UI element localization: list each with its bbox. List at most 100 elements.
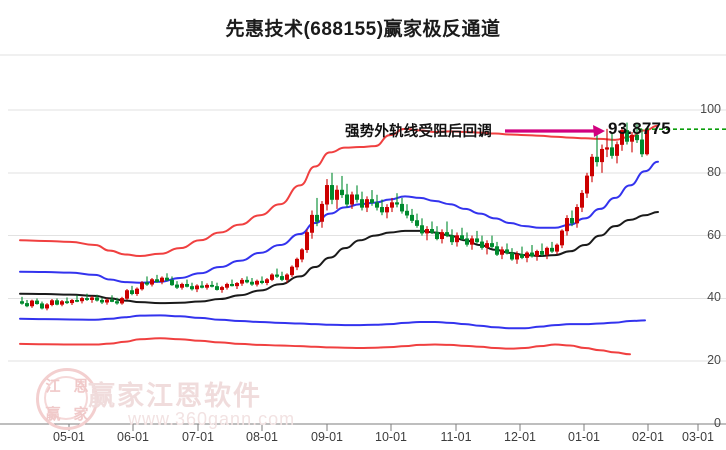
candlestick	[494, 241, 499, 257]
candlestick	[624, 122, 629, 145]
candlestick	[309, 210, 314, 239]
candlestick	[504, 243, 509, 255]
candle-body	[180, 283, 185, 288]
candle-body	[319, 203, 324, 222]
candlestick	[439, 229, 444, 244]
candle-body	[24, 303, 29, 307]
candlestick	[479, 235, 484, 250]
candlestick	[160, 276, 165, 285]
candle-body	[100, 299, 105, 303]
candlestick-layer	[19, 122, 649, 311]
candle-body	[279, 276, 284, 280]
candlestick	[125, 288, 130, 300]
candle-body	[614, 144, 619, 156]
candle-body	[444, 232, 449, 236]
candle-body	[304, 232, 309, 251]
candle-body	[354, 194, 359, 200]
candle-body	[454, 235, 459, 243]
candle-body	[230, 283, 235, 287]
y-axis-tick-label: 60	[707, 227, 721, 242]
candlestick	[459, 227, 464, 241]
candlestick	[489, 235, 494, 249]
candle-body	[594, 156, 599, 163]
candlestick	[175, 281, 180, 289]
candle-body	[399, 203, 404, 212]
candle-body	[65, 301, 70, 304]
candlestick	[354, 185, 359, 203]
candle-body	[549, 247, 554, 252]
candle-body	[329, 185, 334, 200]
x-axis-tick-label: 06-01	[117, 430, 149, 444]
candlestick	[629, 131, 634, 153]
candle-body	[135, 288, 140, 294]
candlestick	[484, 240, 489, 255]
candlestick	[444, 221, 449, 238]
candle-body	[215, 286, 220, 290]
x-axis-tick-label: 05-01	[53, 430, 85, 444]
candle-body	[110, 299, 115, 302]
candlestick	[389, 197, 394, 213]
candlestick	[215, 282, 220, 291]
y-axis-tick-label: 40	[707, 290, 721, 305]
candlestick	[235, 282, 240, 289]
candle-body	[235, 283, 240, 287]
candlestick	[274, 268, 279, 278]
candle-body	[190, 286, 195, 290]
candle-body	[39, 303, 44, 309]
candlestick	[120, 296, 125, 305]
candlestick	[319, 201, 324, 228]
candlestick	[409, 208, 414, 224]
candle-body	[29, 300, 34, 307]
candlestick	[195, 284, 200, 293]
candlestick	[230, 279, 235, 287]
candle-body	[409, 214, 414, 221]
y-axis-tick-label: 80	[707, 164, 721, 179]
candle-body	[75, 299, 80, 302]
candlestick	[434, 226, 439, 241]
candle-body	[569, 218, 574, 224]
candle-body	[120, 298, 125, 304]
candle-body	[225, 283, 230, 288]
candlestick	[639, 128, 644, 158]
candle-body	[509, 252, 514, 260]
candle-body	[105, 299, 110, 303]
candlestick	[105, 298, 110, 305]
candle-body	[479, 241, 484, 248]
candlestick	[329, 172, 334, 205]
candlestick	[524, 251, 529, 263]
current-price-label: 93.8775	[608, 119, 671, 138]
candlestick	[414, 213, 419, 228]
candle-body	[130, 290, 135, 294]
candle-body	[519, 254, 524, 258]
candlestick	[599, 144, 604, 173]
candle-body	[499, 249, 504, 255]
candle-body	[504, 249, 509, 254]
candle-body	[599, 148, 604, 163]
candlestick	[334, 185, 339, 209]
candlestick	[259, 276, 264, 285]
candle-body	[59, 301, 64, 305]
candlestick	[250, 277, 255, 286]
candlestick	[469, 235, 474, 250]
candle-body	[314, 214, 319, 222]
x-axis-tick-label: 10-01	[375, 430, 407, 444]
candle-body	[534, 251, 539, 257]
candle-body	[170, 279, 175, 286]
candlestick	[39, 301, 44, 310]
candle-body	[145, 282, 150, 285]
candle-body	[200, 285, 205, 288]
y-axis-tick-label: 100	[700, 102, 721, 116]
candlestick	[384, 204, 389, 219]
candle-body	[629, 134, 634, 142]
candle-body	[259, 280, 264, 284]
candlestick	[509, 248, 514, 261]
candle-body	[34, 300, 39, 305]
candle-body	[429, 229, 434, 233]
candlestick	[185, 279, 190, 288]
candle-body	[185, 283, 190, 287]
candle-body	[469, 238, 474, 245]
candlestick	[574, 204, 579, 228]
x-axis-tick-label: 03-01	[682, 430, 714, 444]
candle-body	[529, 252, 534, 257]
